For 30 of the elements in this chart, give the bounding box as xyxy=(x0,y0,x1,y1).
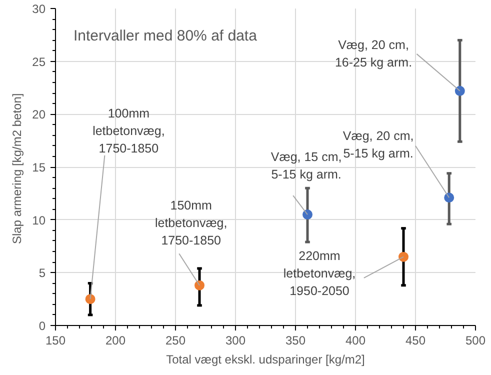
x-tick-label: 150 xyxy=(45,334,66,348)
y-axis-title: Slap armering [kg/m2 beton] xyxy=(10,93,24,244)
x-tick-label: 400 xyxy=(345,334,366,348)
y-tick-label: 5 xyxy=(38,266,46,280)
x-tick-label: 200 xyxy=(105,334,126,348)
annotation: Væg, 20 cm, 16-25 kg arm. xyxy=(334,38,412,70)
y-tick-label: 10 xyxy=(32,213,46,228)
y-tick-label: 30 xyxy=(32,2,46,16)
x-tick-label: 250 xyxy=(165,334,186,348)
point xyxy=(85,294,96,304)
annotation: 220mm letbetonvæg, 1950-2050 xyxy=(283,249,356,298)
annotation: 100mm letbetonvæg, 1750-1850 xyxy=(92,106,165,156)
point xyxy=(454,86,465,96)
point xyxy=(302,210,312,220)
annotation: Væg, 20 cm, 5-15 kg arm. xyxy=(342,129,414,161)
x-tick-label: 350 xyxy=(285,334,306,348)
annotation: Væg, 15 cm, 5-15 kg arm. xyxy=(270,150,342,182)
x-tick-label: 500 xyxy=(465,334,486,348)
y-tick-label: 25 xyxy=(32,54,46,69)
y-tick-label: 15 xyxy=(32,160,46,174)
annotation: 150mm letbetonvæg, 1750-1850 xyxy=(154,198,228,248)
y-tick-label: 0 xyxy=(38,319,46,333)
annotation: Intervaller med 80% af data xyxy=(74,27,258,44)
point xyxy=(194,280,204,290)
y-tick-label: 20 xyxy=(32,108,46,122)
x-tick-label: 450 xyxy=(405,334,426,348)
x-tick-label: 300 xyxy=(225,334,246,348)
point xyxy=(398,252,408,262)
x-axis-title: Total vægt ekskl. udsparinger [kg/m2] xyxy=(166,352,365,366)
point xyxy=(444,192,454,203)
